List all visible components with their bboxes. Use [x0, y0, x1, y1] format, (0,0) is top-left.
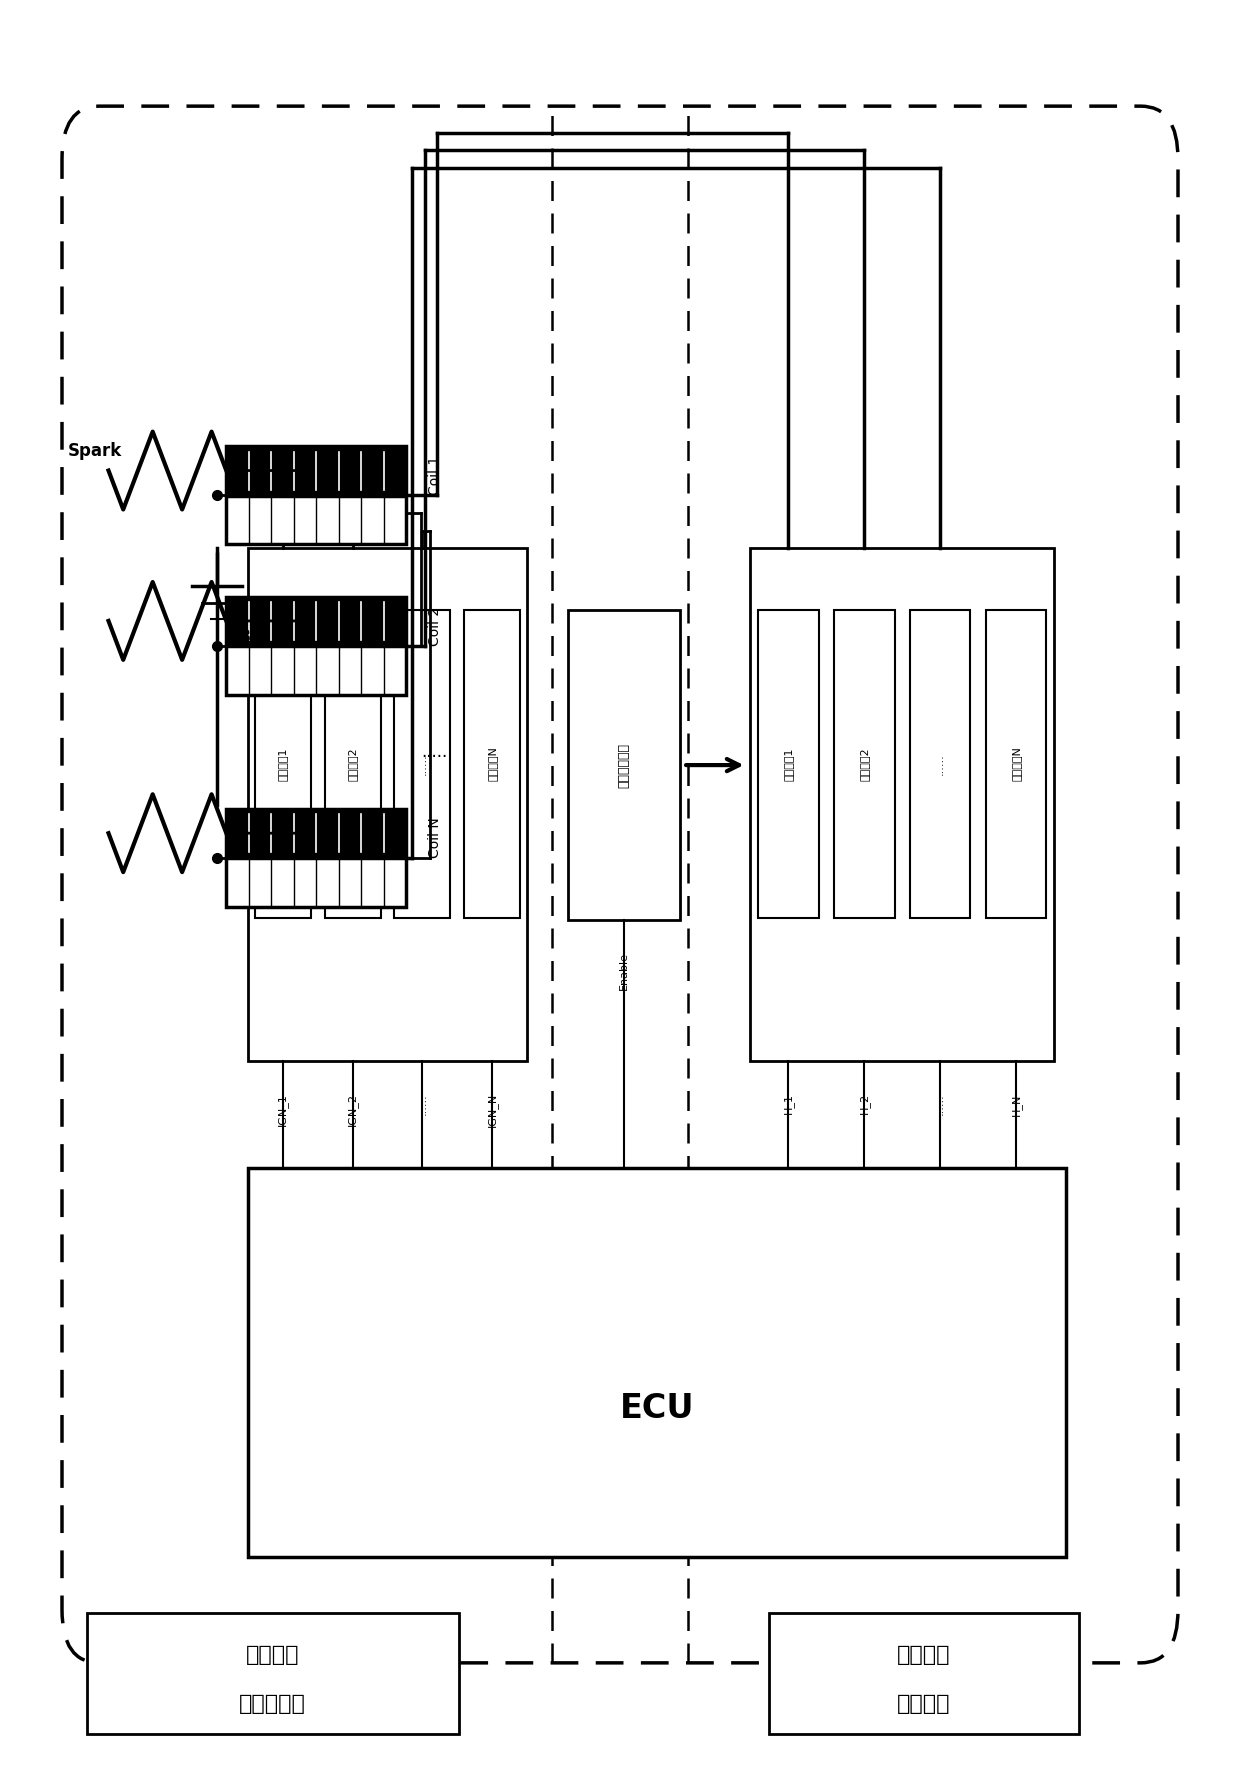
Text: 点火开关2: 点火开关2 [347, 747, 357, 780]
Text: Enable: Enable [619, 952, 629, 989]
FancyBboxPatch shape [226, 858, 407, 907]
Text: 常规控制部: 常规控制部 [239, 1693, 306, 1714]
Text: H_1: H_1 [782, 1093, 794, 1114]
Text: ......: ...... [418, 754, 428, 775]
Text: 高压开关1: 高压开关1 [784, 747, 794, 780]
FancyBboxPatch shape [568, 610, 680, 920]
Text: 点火开关N: 点火开关N [487, 747, 497, 782]
FancyBboxPatch shape [325, 610, 381, 918]
Text: 高压著能装置: 高压著能装置 [618, 743, 630, 787]
FancyBboxPatch shape [769, 1613, 1079, 1734]
Text: H_N: H_N [1011, 1093, 1022, 1116]
Text: ......: ...... [935, 1093, 945, 1114]
FancyBboxPatch shape [226, 495, 407, 545]
Text: 点火开关1: 点火开关1 [278, 747, 288, 780]
FancyBboxPatch shape [248, 548, 527, 1061]
FancyBboxPatch shape [255, 610, 311, 918]
Text: ......: ...... [418, 1093, 428, 1114]
Text: 高压开关2: 高压开关2 [859, 747, 869, 780]
FancyBboxPatch shape [226, 596, 407, 646]
Text: Spark: Spark [68, 442, 123, 460]
FancyBboxPatch shape [248, 1168, 1066, 1557]
Text: 高压开关N: 高压开关N [1011, 747, 1021, 782]
Text: UB: UB [223, 628, 252, 646]
Text: ......: ...... [422, 743, 453, 761]
FancyBboxPatch shape [750, 548, 1054, 1061]
Text: H_2: H_2 [858, 1093, 869, 1114]
FancyBboxPatch shape [226, 646, 407, 695]
Text: 控制部分: 控制部分 [897, 1693, 951, 1714]
Text: 流火系统: 流火系统 [246, 1645, 300, 1665]
FancyBboxPatch shape [910, 610, 971, 918]
FancyBboxPatch shape [226, 446, 407, 495]
Text: IGN_N: IGN_N [486, 1093, 497, 1127]
FancyBboxPatch shape [226, 808, 407, 858]
Text: ......: ...... [935, 754, 945, 775]
Text: IGN_2: IGN_2 [347, 1093, 358, 1127]
FancyBboxPatch shape [758, 610, 818, 918]
Text: Coil 2: Coil 2 [429, 607, 443, 646]
Text: IGN_1: IGN_1 [278, 1093, 289, 1127]
FancyBboxPatch shape [464, 610, 520, 918]
Text: Coil 1: Coil 1 [429, 456, 443, 495]
Text: 高压流源: 高压流源 [897, 1645, 951, 1665]
Text: ECU: ECU [620, 1392, 694, 1426]
FancyBboxPatch shape [986, 610, 1047, 918]
Text: Coil N: Coil N [429, 817, 443, 858]
FancyBboxPatch shape [87, 1613, 459, 1734]
FancyBboxPatch shape [394, 610, 450, 918]
FancyBboxPatch shape [833, 610, 894, 918]
